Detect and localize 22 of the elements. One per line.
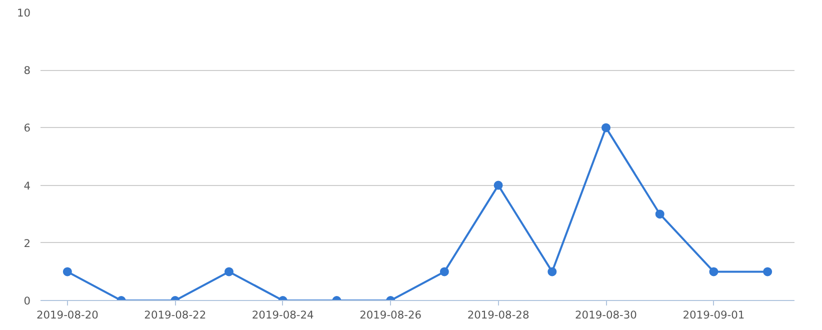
x-tick-label: 2019-08-20 bbox=[36, 308, 99, 322]
y-tick-label: 8 bbox=[24, 64, 31, 78]
point bbox=[709, 267, 718, 276]
x-tick-label: 2019-08-24 bbox=[252, 308, 314, 322]
point bbox=[763, 267, 772, 276]
y-tick-label: 0 bbox=[24, 294, 31, 308]
point bbox=[494, 180, 503, 190]
y-tick-label: 10 bbox=[16, 6, 31, 20]
y-tick-label: 4 bbox=[24, 179, 31, 192]
point bbox=[224, 267, 234, 276]
y-tick-label: 2 bbox=[24, 236, 30, 250]
point bbox=[602, 123, 610, 132]
x-tick-label: 2019-08-30 bbox=[575, 308, 638, 322]
point bbox=[62, 267, 72, 276]
point bbox=[548, 267, 557, 276]
y-tick-label: 6 bbox=[24, 122, 31, 135]
point bbox=[655, 210, 664, 219]
x-tick-label: 2019-08-28 bbox=[467, 308, 530, 322]
x-tick-label: 2019-09-01 bbox=[682, 308, 745, 322]
point bbox=[440, 267, 449, 276]
x-tick-label: 2019-08-26 bbox=[360, 308, 422, 322]
x-tick-label: 2019-08-22 bbox=[144, 308, 206, 322]
